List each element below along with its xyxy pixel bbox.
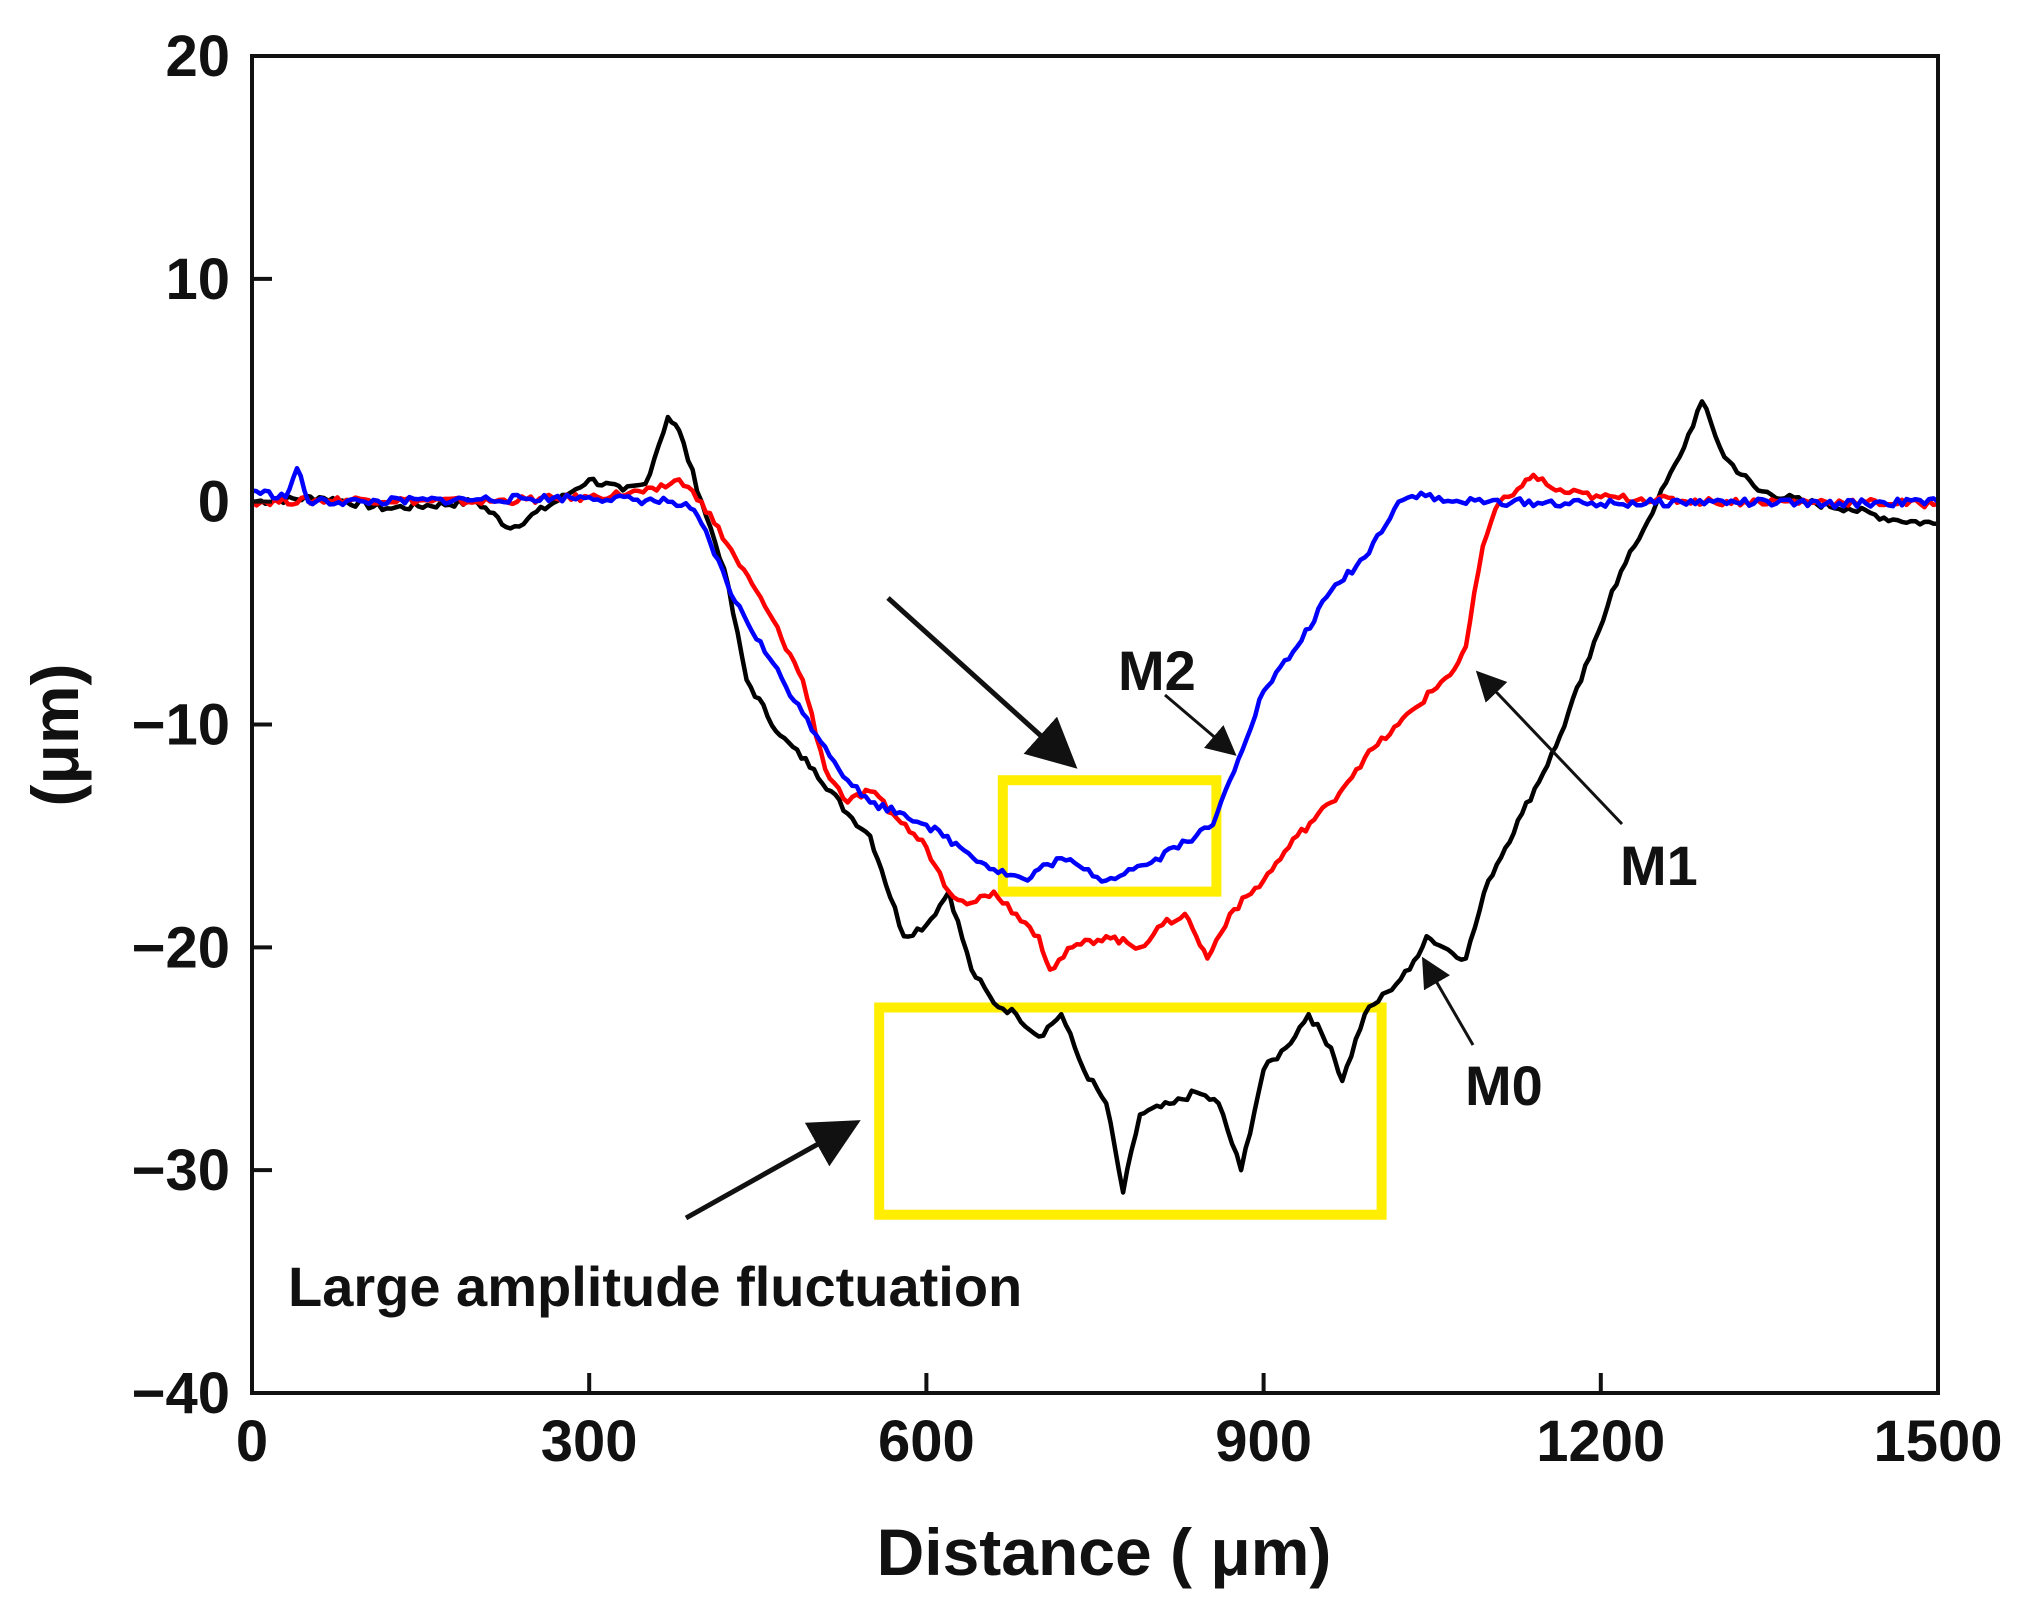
x-tick-label: 1500 <box>1873 1409 2002 1474</box>
tick-labels: 0 300 600 900 1200 1500 20 10 0 −10 −20 −30 −40 <box>132 24 2003 1474</box>
axis-ticks <box>250 54 1940 1395</box>
y-tick-label: −10 <box>132 693 230 758</box>
highlight-box-0 <box>997 775 1222 897</box>
series-layer <box>250 399 1940 1195</box>
y-tick-label: −40 <box>132 1361 230 1426</box>
x-tick-label: 0 <box>236 1409 268 1474</box>
fluctuation-label: Large amplitude fluctuation <box>288 1255 1022 1318</box>
x-tick-label: 1200 <box>1536 1409 1665 1474</box>
x-tick-label: 600 <box>878 1409 975 1474</box>
plot-frame <box>250 54 1940 1395</box>
series-line-m0 <box>251 399 1939 1195</box>
y-tick-label: −20 <box>132 915 230 980</box>
series-line-m2 <box>251 465 1940 884</box>
m1-arrow <box>1475 670 1624 826</box>
m2-label: M2 <box>1118 639 1196 702</box>
y-axis-title: (μm) <box>18 663 92 806</box>
m2-arrow <box>1164 693 1237 756</box>
m0-arrow <box>1421 956 1475 1046</box>
m1-label: M1 <box>1620 834 1698 897</box>
highlight-boxes <box>874 775 1387 1220</box>
highlight-box-1 <box>874 1002 1387 1220</box>
m2-box-arrow <box>886 596 1078 769</box>
fluctuation-arrow <box>684 1120 861 1221</box>
y-tick-label: −30 <box>132 1138 230 1203</box>
y-tick-label: 20 <box>165 24 230 89</box>
x-tick-label: 900 <box>1215 1409 1312 1474</box>
m0-label: M0 <box>1465 1054 1543 1117</box>
y-tick-label: 0 <box>198 470 230 535</box>
x-axis-title: Distance ( μm) <box>877 1515 1332 1589</box>
y-tick-label: 10 <box>165 247 230 312</box>
x-tick-label: 300 <box>541 1409 638 1474</box>
annotation-layer: M2 M1 M0 Large amplitude fluctuation <box>288 596 1698 1318</box>
